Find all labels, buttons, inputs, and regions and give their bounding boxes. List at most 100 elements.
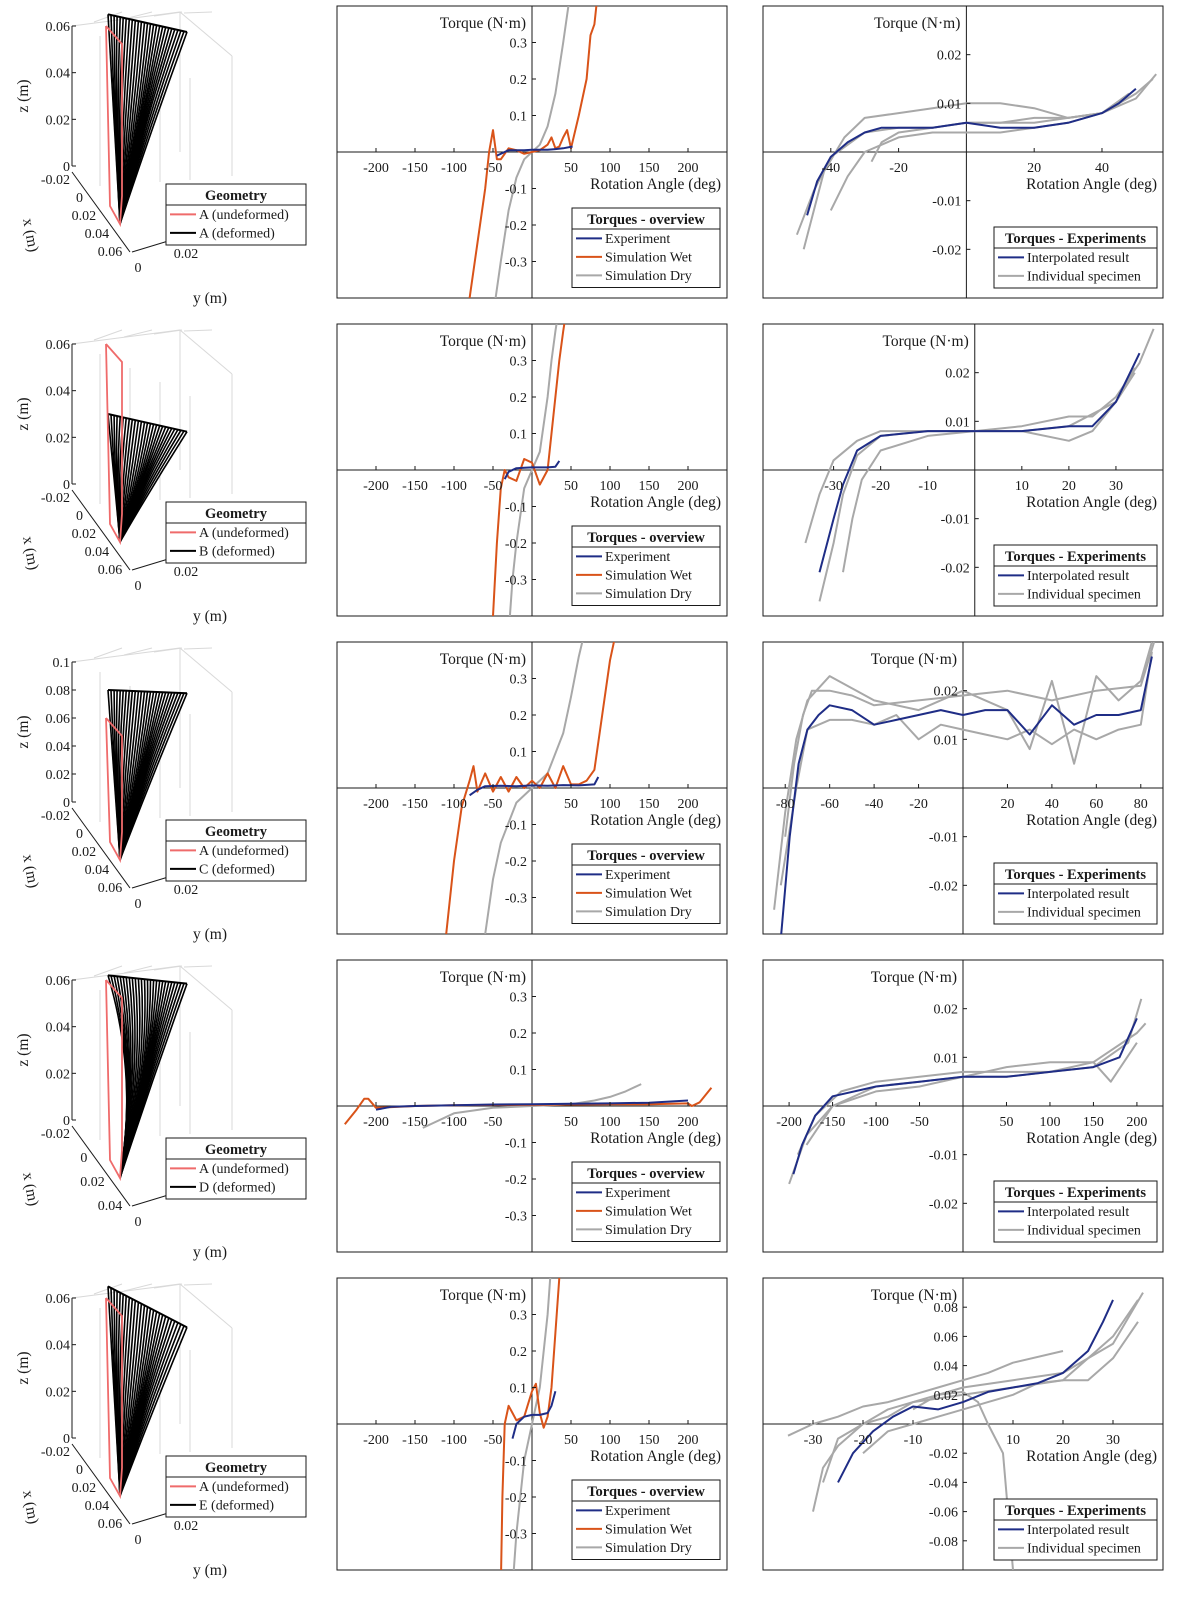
z-tick-label: 0.02: [46, 113, 71, 128]
z-tick-label: 0.02: [46, 768, 71, 783]
x-tick-label: 50: [564, 1115, 578, 1130]
y-tick-label: -0.06: [929, 1506, 958, 1521]
grid-line: [153, 11, 183, 17]
x-tick-label: 20: [1062, 479, 1076, 494]
geometry-legend-entry: A (undeformed): [199, 208, 289, 223]
y-tick-label: -0.02: [929, 1447, 958, 1462]
chart-panel-8: -80 -60 -40 -20 20 40 60 80 0.02 0.01 -0.01 -0.02 To…: [762, 641, 1164, 935]
z-axis-label: z (m): [15, 1033, 32, 1066]
x-axis-label: Rotation Angle (deg): [590, 812, 721, 829]
grid-line: [153, 1283, 183, 1289]
grid-line: [179, 329, 233, 375]
grid-line: [153, 965, 183, 971]
x-axis-label: x (m): [19, 1171, 42, 1207]
y-tick-label: -0.02: [932, 243, 961, 258]
y-tick-label: 0.1: [510, 746, 528, 761]
legend-title: Torques - Experiments: [1005, 1503, 1146, 1519]
y-tick-label: 0.1: [510, 110, 528, 125]
grid-line: [123, 647, 153, 656]
x-tick-label: -10: [904, 1433, 923, 1448]
mesh-fiber: [119, 1326, 188, 1497]
x-tick-label: 200: [678, 1115, 699, 1130]
geometry-legend-title: Geometry: [205, 1142, 268, 1158]
z-tick-label: 0.06: [46, 712, 71, 727]
chart-panel-11: -200 -150 -100 -50 50 100 150 200 0.02 0.01 -0.01 -…: [762, 959, 1164, 1253]
y-tick-label: 0.01: [945, 415, 970, 430]
y-tick-label: 0.3: [510, 1309, 528, 1324]
x-axis-label: Rotation Angle (deg): [590, 176, 721, 193]
series-line: [496, 145, 573, 157]
x-tick-label: -150: [402, 797, 428, 812]
y-tick-label: -0.3: [505, 256, 527, 271]
series-line: [780, 656, 1153, 934]
x-tick-label: 100: [600, 797, 621, 812]
x-tick-label: -200: [363, 479, 389, 494]
x-tick-label: -100: [441, 1115, 467, 1130]
z-tick-label: 0.04: [46, 740, 71, 755]
y-tick-label: 0.08: [934, 1301, 959, 1316]
y-tick-label: -0.2: [505, 219, 527, 234]
y-axis-label: Torque (N·m): [871, 651, 957, 668]
legend-entry: Individual specimen: [1027, 905, 1141, 920]
x-tick-label: -50: [910, 1115, 929, 1130]
x-tick-label: -200: [776, 1115, 802, 1130]
box-back-edges: [71, 329, 181, 484]
legend-entry: Experiment: [605, 232, 670, 247]
x-tick-label: 100: [600, 1433, 621, 1448]
y-axis-label: Torque (N·m): [882, 333, 968, 350]
series-line: [837, 1299, 1114, 1483]
legend-entry: Simulation Dry: [605, 587, 692, 602]
legend-entry: Experiment: [605, 550, 670, 565]
x-axis-label: x (m): [19, 535, 42, 571]
geometry-legend-entry: A (undeformed): [199, 526, 289, 541]
geometry-legend-title: Geometry: [205, 824, 268, 840]
y-axis-label: Torque (N·m): [874, 15, 960, 32]
x-tick-label: -30: [824, 479, 843, 494]
series-line: [842, 372, 1136, 573]
legend-entry: Simulation Dry: [605, 269, 692, 284]
x-tick-label: -20: [871, 479, 890, 494]
geometry-legend-entry: E (deformed): [199, 1498, 274, 1513]
legend-entry: Simulation Wet: [605, 250, 692, 265]
legend-entry: Interpolated result: [1027, 251, 1129, 266]
y-axis-label: y (m): [193, 290, 227, 307]
x-tick-label: 50: [999, 1115, 1013, 1130]
legend-entry: Simulation Wet: [605, 568, 692, 583]
grid-line: [183, 329, 213, 332]
series-line: [469, 776, 600, 797]
x-tick-label: -100: [863, 1115, 889, 1130]
y-tick-label: -0.01: [929, 1149, 958, 1164]
geometry-legend-entry: C (deformed): [199, 862, 275, 877]
y-tick-label: -0.01: [932, 195, 961, 210]
z-tick-label: 0.02: [46, 1067, 71, 1082]
y-tick-label: 0.3: [510, 673, 528, 688]
y-tick-label: 0.02: [174, 1519, 199, 1534]
y-tick-label: 0.2: [510, 709, 528, 724]
series-line: [818, 352, 1141, 573]
z-tick-label: 0.04: [46, 385, 71, 400]
y-tick-label: -0.02: [929, 879, 958, 894]
y-tick-label: 0.02: [934, 1003, 959, 1018]
legend-entry: Simulation Wet: [605, 1522, 692, 1537]
x-tick-label: 0.02: [72, 1481, 97, 1496]
y-tick-label: -0.1: [505, 1455, 527, 1470]
deformed-mesh: [107, 413, 188, 543]
y-axis-label: Torque (N·m): [871, 969, 957, 986]
y-tick-label: -0.1: [505, 1137, 527, 1152]
series-line: [508, 324, 558, 616]
series-line: [375, 1099, 689, 1111]
x-tick-label: -200: [363, 797, 389, 812]
y-tick-label: 0.1: [510, 428, 528, 443]
mesh-fiber: [119, 983, 188, 1179]
x-tick-label: 0.06: [98, 1517, 123, 1532]
mesh-fiber: [119, 692, 188, 861]
y-axis-label: Torque (N·m): [440, 1287, 526, 1304]
y-axis-label: Torque (N·m): [440, 333, 526, 350]
x-tick-label: 50: [564, 1433, 578, 1448]
x-tick-label: -200: [363, 1433, 389, 1448]
legend-title: Torques - overview: [587, 1166, 705, 1182]
y-tick-label: -0.3: [505, 1210, 527, 1225]
x-tick-label: -50: [484, 161, 503, 176]
grid-line: [123, 965, 153, 974]
